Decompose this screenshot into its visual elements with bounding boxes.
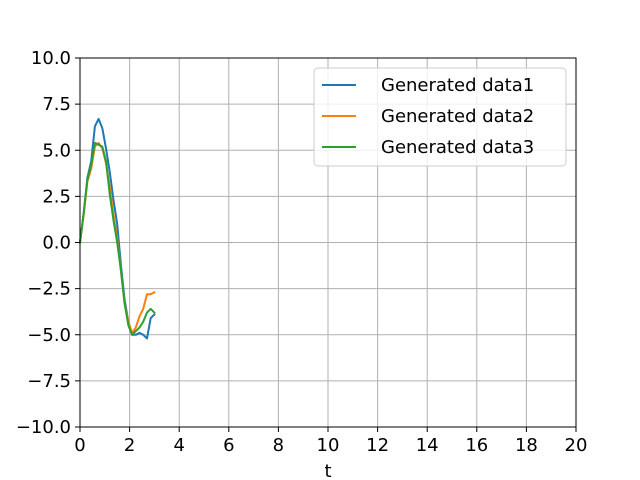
series-line-3 (78, 141, 156, 336)
x-tick-label: 18 (515, 435, 538, 456)
ticks: 0 2 4 6 8 10 12 14 16 18 20 −10.0 −7.5 −5.0 −2.5 0.0 2.5… (16, 48, 588, 456)
y-tick-label: −10.0 (16, 417, 71, 438)
legend: Generated data1 Generated data2 Generated … (313, 67, 567, 167)
y-tick-label: 10.0 (31, 48, 71, 69)
y-tick-label: −2.5 (27, 279, 71, 300)
legend-label-3: Generated data3 (381, 137, 534, 158)
x-tick-label: 8 (273, 435, 284, 456)
x-tick-label: 10 (317, 435, 340, 456)
y-tick-label: 2.5 (42, 186, 71, 207)
y-tick-label: 7.5 (42, 94, 71, 115)
y-tick-label: −7.5 (27, 371, 71, 392)
series-layer (78, 117, 156, 340)
y-tick-label: −5.0 (27, 325, 71, 346)
x-axis-label: t (324, 461, 331, 480)
x-tick-label: 14 (416, 435, 439, 456)
y-tick-label: 0.0 (42, 233, 71, 254)
x-tick-label: 4 (173, 435, 184, 456)
x-tick-label: 16 (465, 435, 488, 456)
legend-box (313, 67, 567, 167)
y-tick-label: 5.0 (42, 140, 71, 161)
series-line-1 (78, 117, 156, 340)
x-tick-label: 0 (74, 435, 85, 456)
x-tick-label: 6 (223, 435, 234, 456)
x-tick-label: 2 (124, 435, 135, 456)
legend-label-2: Generated data2 (381, 106, 534, 127)
legend-label-1: Generated data1 (381, 75, 534, 96)
x-tick-label: 12 (366, 435, 389, 456)
x-tick-label: 20 (565, 435, 588, 456)
